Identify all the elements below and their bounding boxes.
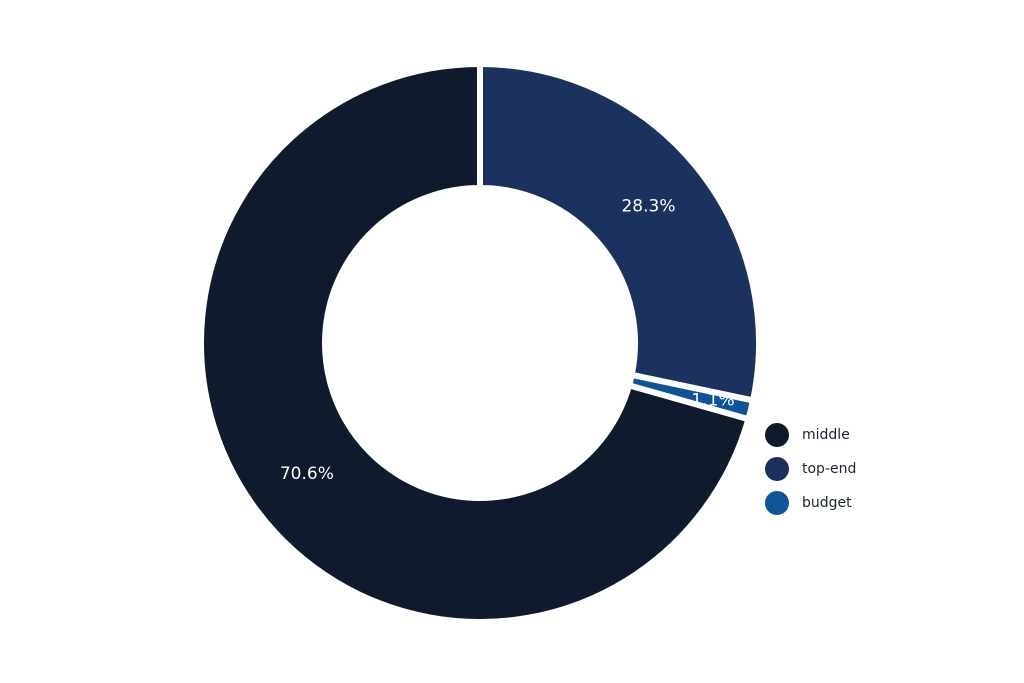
data-label: 1.1% — [691, 390, 734, 410]
data-label: 70.6% — [280, 464, 334, 484]
legend-label: middle — [802, 427, 850, 443]
slice — [198, 61, 752, 625]
legend-label: budget — [802, 495, 852, 511]
legend-marker — [765, 491, 789, 515]
legend-marker — [765, 457, 789, 481]
slice — [477, 61, 762, 404]
data-label: 28.3% — [621, 196, 675, 216]
legend-label: top-end — [802, 461, 856, 477]
slice — [626, 371, 757, 423]
legend-marker — [765, 423, 789, 447]
